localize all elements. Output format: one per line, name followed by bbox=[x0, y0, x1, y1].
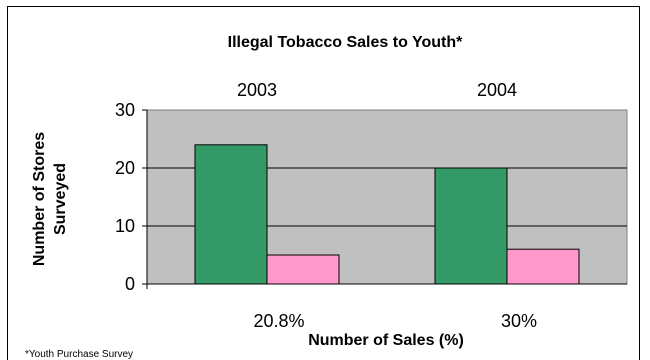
y-tick-label: 30 bbox=[115, 100, 135, 120]
y-axis-label-line-2: Surveyed bbox=[52, 163, 69, 235]
y-tick-label: 10 bbox=[115, 216, 135, 236]
bar-group-1-series-2 bbox=[266, 254, 340, 285]
y-tick-label: 0 bbox=[125, 274, 135, 294]
bar-group-1-series-1 bbox=[194, 144, 268, 285]
chart-title: Illegal Tobacco Sales to Youth* bbox=[228, 34, 463, 51]
group-top-label: 2004 bbox=[477, 80, 517, 100]
y-tick-labels: 0 10 20 30 bbox=[115, 100, 147, 294]
group-top-label: 2003 bbox=[237, 80, 277, 100]
group-bottom-label: 30% bbox=[501, 311, 537, 331]
group-bottom-label: 20.8% bbox=[253, 311, 304, 331]
bars bbox=[194, 144, 580, 285]
x-axis-label: Number of Sales (%) bbox=[308, 332, 464, 349]
footnote: *Youth Purchase Survey bbox=[25, 349, 133, 360]
y-tick-label: 20 bbox=[115, 158, 135, 178]
bar-group-2-series-2 bbox=[506, 248, 580, 285]
bar-group-2-series-1 bbox=[434, 167, 508, 285]
group-labels: 2003 20.8% 2004 30% bbox=[237, 80, 537, 331]
y-axis-label-line-1: Number of Stores bbox=[31, 132, 48, 266]
